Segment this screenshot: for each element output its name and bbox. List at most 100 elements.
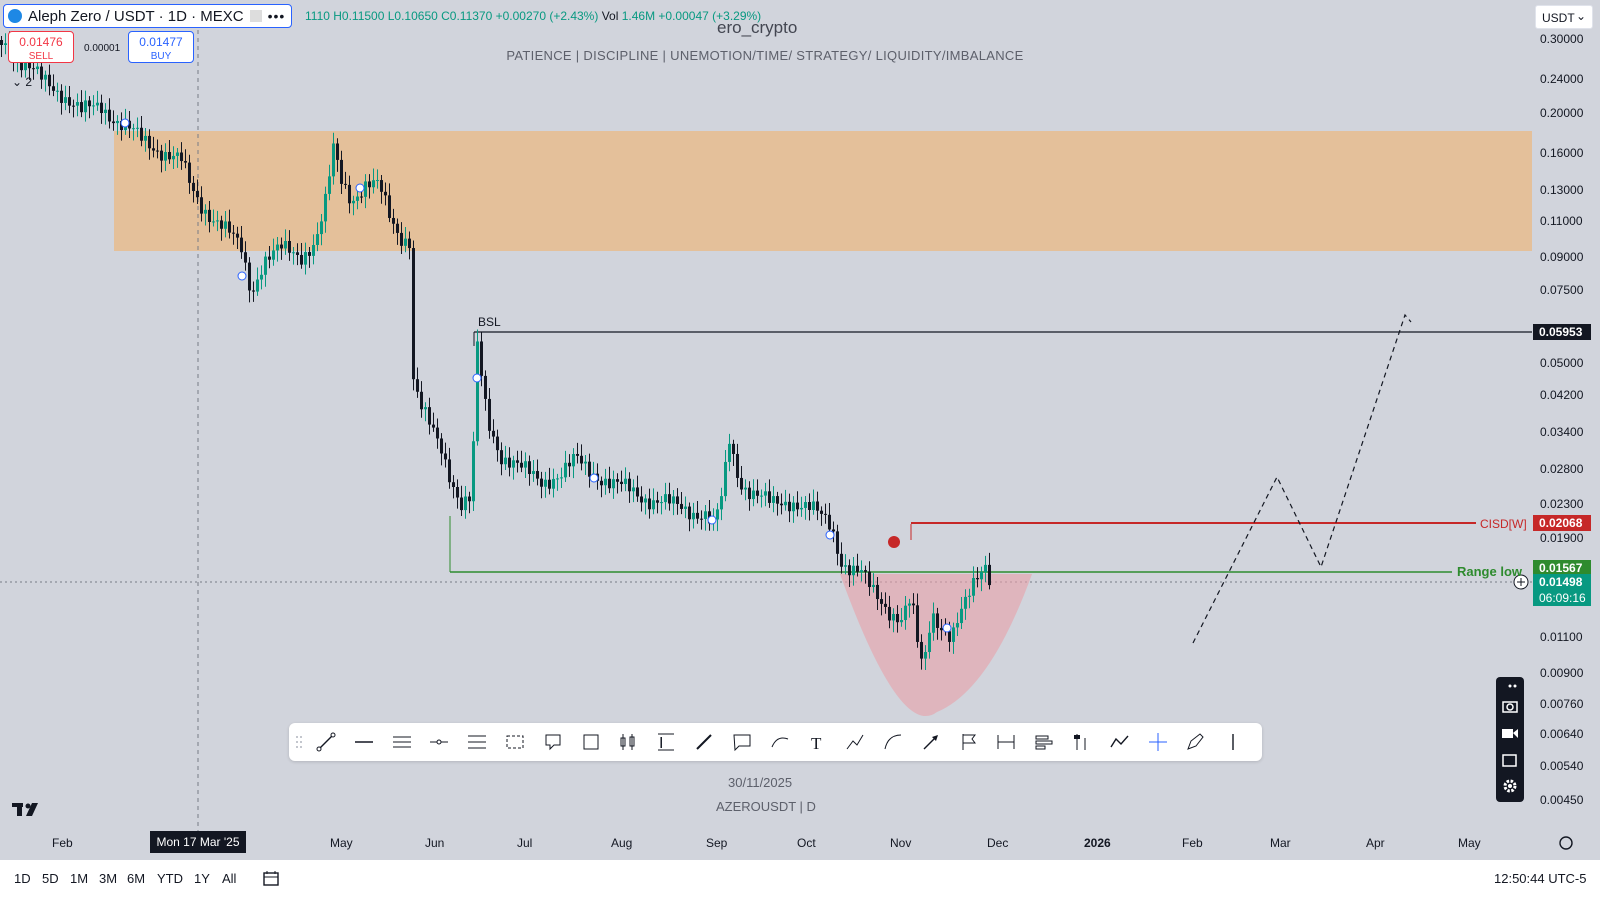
candle bbox=[56, 90, 59, 92]
candle bbox=[608, 478, 611, 489]
candle bbox=[196, 191, 199, 198]
curve-icon[interactable] bbox=[769, 731, 791, 753]
candle bbox=[872, 584, 875, 588]
price-range-icon[interactable]: I bbox=[655, 731, 677, 753]
parallel-channel-icon[interactable] bbox=[391, 731, 413, 753]
candle bbox=[448, 459, 451, 483]
drag-handle-icon[interactable] bbox=[295, 735, 303, 749]
candle bbox=[900, 620, 903, 623]
crosshair-icon[interactable] bbox=[1147, 731, 1169, 753]
text-icon[interactable]: T bbox=[806, 731, 828, 753]
candle bbox=[544, 479, 547, 487]
timeframe-button-1y[interactable]: 1Y bbox=[194, 871, 210, 886]
volume-profile-icon[interactable] bbox=[1033, 731, 1055, 753]
timeframe-button-all[interactable]: All bbox=[222, 871, 237, 886]
clock[interactable]: 12:50:44 UTC-5 bbox=[1494, 871, 1587, 886]
event-marker[interactable] bbox=[237, 271, 247, 281]
timeframe-button-1m[interactable]: 1M bbox=[70, 871, 89, 886]
indicators-toggle[interactable]: ⌄ 2 bbox=[12, 75, 32, 89]
event-marker[interactable] bbox=[589, 473, 599, 483]
more-icon[interactable] bbox=[1501, 681, 1519, 691]
alert-marker[interactable] bbox=[888, 536, 900, 548]
candle bbox=[452, 482, 455, 488]
arc-icon[interactable] bbox=[882, 731, 904, 753]
horizontal-ray-icon[interactable] bbox=[353, 731, 375, 753]
sell-label: SELL bbox=[28, 51, 54, 62]
layers-icon[interactable] bbox=[1501, 751, 1519, 769]
brush-icon[interactable] bbox=[693, 731, 715, 753]
event-marker[interactable] bbox=[472, 373, 482, 383]
candle bbox=[420, 391, 423, 410]
projection-path[interactable] bbox=[1192, 313, 1412, 644]
rectangle-icon[interactable] bbox=[542, 731, 564, 753]
price-tick-label: 0.01900 bbox=[1540, 531, 1584, 545]
sell-button[interactable]: 0.01476 SELL bbox=[8, 31, 74, 63]
long-position-icon[interactable] bbox=[617, 731, 639, 753]
fib-retracement-icon[interactable] bbox=[466, 731, 488, 753]
event-marker[interactable] bbox=[120, 118, 130, 128]
compare-flag-icon[interactable] bbox=[249, 10, 262, 22]
candle bbox=[536, 471, 539, 479]
anchored-vwap-icon[interactable] bbox=[1071, 731, 1093, 753]
candle bbox=[404, 238, 407, 246]
candle bbox=[352, 200, 355, 204]
date-range-picker-icon[interactable] bbox=[262, 870, 282, 888]
candle bbox=[492, 430, 495, 437]
candle bbox=[832, 529, 835, 532]
event-marker[interactable] bbox=[942, 623, 952, 633]
candle bbox=[568, 462, 571, 467]
event-marker[interactable] bbox=[355, 183, 365, 193]
candle bbox=[520, 462, 523, 468]
timeframe-button-1d[interactable]: 1D bbox=[14, 871, 31, 886]
candle bbox=[540, 478, 543, 487]
candle bbox=[604, 478, 607, 486]
candle bbox=[632, 487, 635, 492]
candle bbox=[288, 240, 291, 253]
candle bbox=[984, 564, 987, 573]
arrow-icon[interactable] bbox=[920, 731, 942, 753]
candle bbox=[100, 102, 103, 114]
buy-price: 0.01477 bbox=[139, 35, 183, 49]
callout-icon[interactable] bbox=[731, 731, 753, 753]
date-range-icon[interactable] bbox=[995, 731, 1017, 753]
cisd-label[interactable]: CISD[W] bbox=[1480, 517, 1527, 531]
zigzag-icon[interactable] bbox=[1109, 731, 1131, 753]
path-icon[interactable] bbox=[844, 731, 866, 753]
camera-icon[interactable] bbox=[1501, 697, 1519, 715]
candle bbox=[876, 584, 879, 600]
bsl-label[interactable]: BSL bbox=[478, 315, 501, 329]
range-low-label[interactable]: Range low bbox=[1457, 564, 1523, 579]
supply-zone[interactable] bbox=[114, 131, 1532, 251]
candle bbox=[284, 240, 287, 249]
cup-shape[interactable] bbox=[840, 574, 1032, 717]
buy-button[interactable]: 0.01477 BUY bbox=[128, 31, 194, 63]
more-options-icon[interactable]: ••• bbox=[267, 8, 286, 24]
candle bbox=[696, 512, 699, 519]
horizontal-line-icon[interactable] bbox=[428, 731, 450, 753]
video-icon[interactable] bbox=[1501, 724, 1519, 742]
timeframe-button-6m[interactable]: 6M bbox=[127, 871, 146, 886]
event-marker[interactable] bbox=[825, 530, 835, 540]
axis-settings-icon[interactable] bbox=[1559, 836, 1573, 850]
vertical-line-icon[interactable] bbox=[1222, 731, 1244, 753]
symbol-search-box[interactable]: Aleph Zero / USDT · 1D · MEXC ••• bbox=[3, 4, 293, 28]
candle bbox=[344, 183, 347, 185]
candle bbox=[152, 148, 155, 151]
candle bbox=[112, 121, 115, 124]
trend-line-icon[interactable] bbox=[315, 731, 337, 753]
pen-icon[interactable] bbox=[1184, 731, 1206, 753]
timeframe-button-5d[interactable]: 5D bbox=[42, 871, 59, 886]
tradingview-logo-icon[interactable] bbox=[12, 800, 46, 818]
candle bbox=[692, 512, 695, 520]
currency-select[interactable]: USDT ⌄ bbox=[1535, 5, 1593, 29]
candle bbox=[988, 564, 991, 586]
timeframe-button-3m[interactable]: 3M bbox=[99, 871, 118, 886]
gear-icon[interactable] bbox=[1501, 777, 1519, 795]
fib-channel-icon[interactable] bbox=[504, 731, 526, 753]
flag-icon[interactable] bbox=[958, 731, 980, 753]
event-marker[interactable] bbox=[707, 515, 717, 525]
timeframe-button-ytd[interactable]: YTD bbox=[157, 871, 183, 886]
rotated-rectangle-icon[interactable] bbox=[580, 731, 602, 753]
